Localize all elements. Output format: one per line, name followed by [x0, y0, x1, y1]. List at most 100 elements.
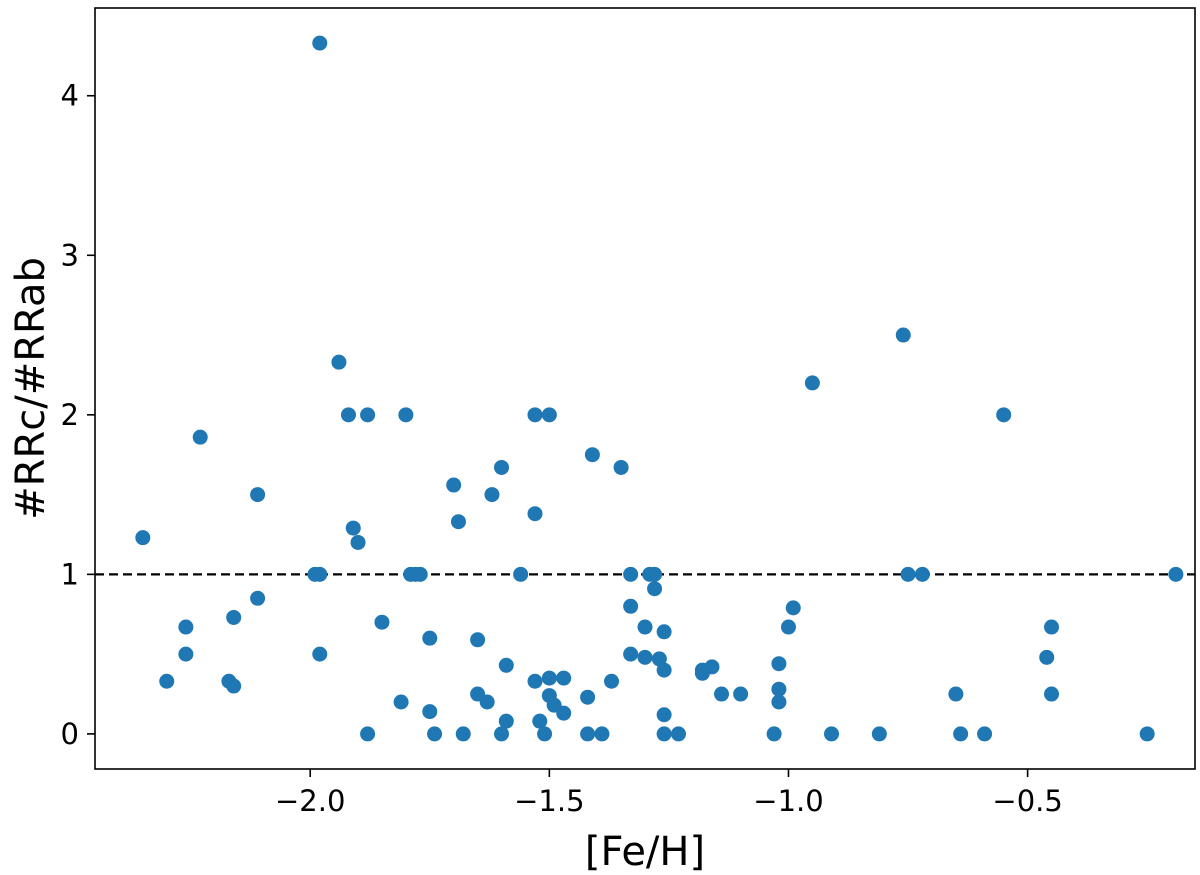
data-point [623, 646, 639, 662]
data-point [804, 375, 820, 391]
y-axis-label: #RRc/#RRab [8, 257, 54, 520]
data-point [513, 566, 529, 582]
data-point [623, 566, 639, 582]
data-point [584, 447, 600, 463]
data-point [871, 726, 887, 742]
data-point [159, 673, 175, 689]
data-point [647, 581, 663, 597]
data-point [455, 726, 471, 742]
data-point [1039, 649, 1055, 665]
plot-area [95, 35, 1195, 742]
data-point [532, 713, 548, 729]
data-point [350, 534, 366, 550]
data-point [494, 726, 510, 742]
data-point [704, 659, 720, 675]
y-tick-label: 0 [61, 717, 79, 751]
data-point [733, 686, 749, 702]
data-point [953, 726, 969, 742]
data-point [412, 566, 428, 582]
data-point [178, 646, 194, 662]
data-point [427, 726, 443, 742]
data-point [422, 704, 438, 720]
data-point [360, 726, 376, 742]
data-point [556, 705, 572, 721]
data-point [623, 598, 639, 614]
data-point [948, 686, 964, 702]
data-point [996, 407, 1012, 423]
data-point [527, 673, 543, 689]
data-point [250, 590, 266, 606]
y-tick-label: 1 [61, 557, 79, 591]
data-point [527, 506, 543, 522]
data-point [580, 726, 596, 742]
data-point [766, 726, 782, 742]
data-point [374, 614, 390, 630]
data-point [393, 694, 409, 710]
x-tick-label: −1.0 [753, 784, 823, 818]
data-point [656, 662, 672, 678]
data-point [1168, 566, 1184, 582]
data-point [580, 689, 596, 705]
data-point [1044, 619, 1060, 635]
data-point [977, 726, 993, 742]
data-point [360, 407, 376, 423]
data-point [345, 520, 361, 536]
data-point [785, 600, 801, 616]
data-point [312, 35, 328, 51]
data-point [226, 678, 242, 694]
x-axis-ticks: −2.0 −1.5 −1.0 −0.5 [275, 769, 1063, 818]
data-point [1044, 686, 1060, 702]
data-point [647, 566, 663, 582]
data-point [446, 477, 462, 493]
data-point [422, 630, 438, 646]
data-point [895, 327, 911, 343]
data-point [527, 407, 543, 423]
data-point [780, 619, 796, 635]
data-point [250, 487, 266, 503]
data-point [541, 407, 557, 423]
data-point [594, 726, 610, 742]
data-point [494, 459, 510, 475]
data-point [771, 656, 787, 672]
data-point [178, 619, 194, 635]
x-tick-label: −2.0 [275, 784, 345, 818]
data-point [771, 681, 787, 697]
data-point [670, 726, 686, 742]
data-point [637, 619, 653, 635]
data-point [637, 649, 653, 665]
y-axis-ticks: 0 1 2 3 4 [61, 79, 95, 751]
data-point [450, 514, 466, 530]
y-tick-label: 4 [61, 79, 79, 113]
data-point [613, 459, 629, 475]
data-point [226, 609, 242, 625]
data-point [714, 686, 730, 702]
data-point [498, 657, 514, 673]
y-tick-label: 2 [61, 398, 79, 432]
data-point [541, 670, 557, 686]
data-point [656, 726, 672, 742]
data-point [312, 646, 328, 662]
data-point [398, 407, 414, 423]
data-point [771, 694, 787, 710]
data-point [498, 713, 514, 729]
data-point [824, 726, 840, 742]
x-axis-label: [Fe/H] [585, 829, 705, 875]
data-point [192, 429, 208, 445]
data-point [312, 566, 328, 582]
data-point [479, 694, 495, 710]
x-tick-label: −0.5 [992, 784, 1062, 818]
data-point [656, 624, 672, 640]
y-tick-label: 3 [61, 238, 79, 272]
plot-frame [94, 7, 1196, 770]
data-point [604, 673, 620, 689]
data-point [340, 407, 356, 423]
data-point [1139, 726, 1155, 742]
data-point [900, 566, 916, 582]
data-point [556, 670, 572, 686]
data-point [656, 707, 672, 723]
data-point [331, 354, 347, 370]
data-point [484, 487, 500, 503]
data-point [135, 530, 151, 546]
data-point [470, 632, 486, 648]
